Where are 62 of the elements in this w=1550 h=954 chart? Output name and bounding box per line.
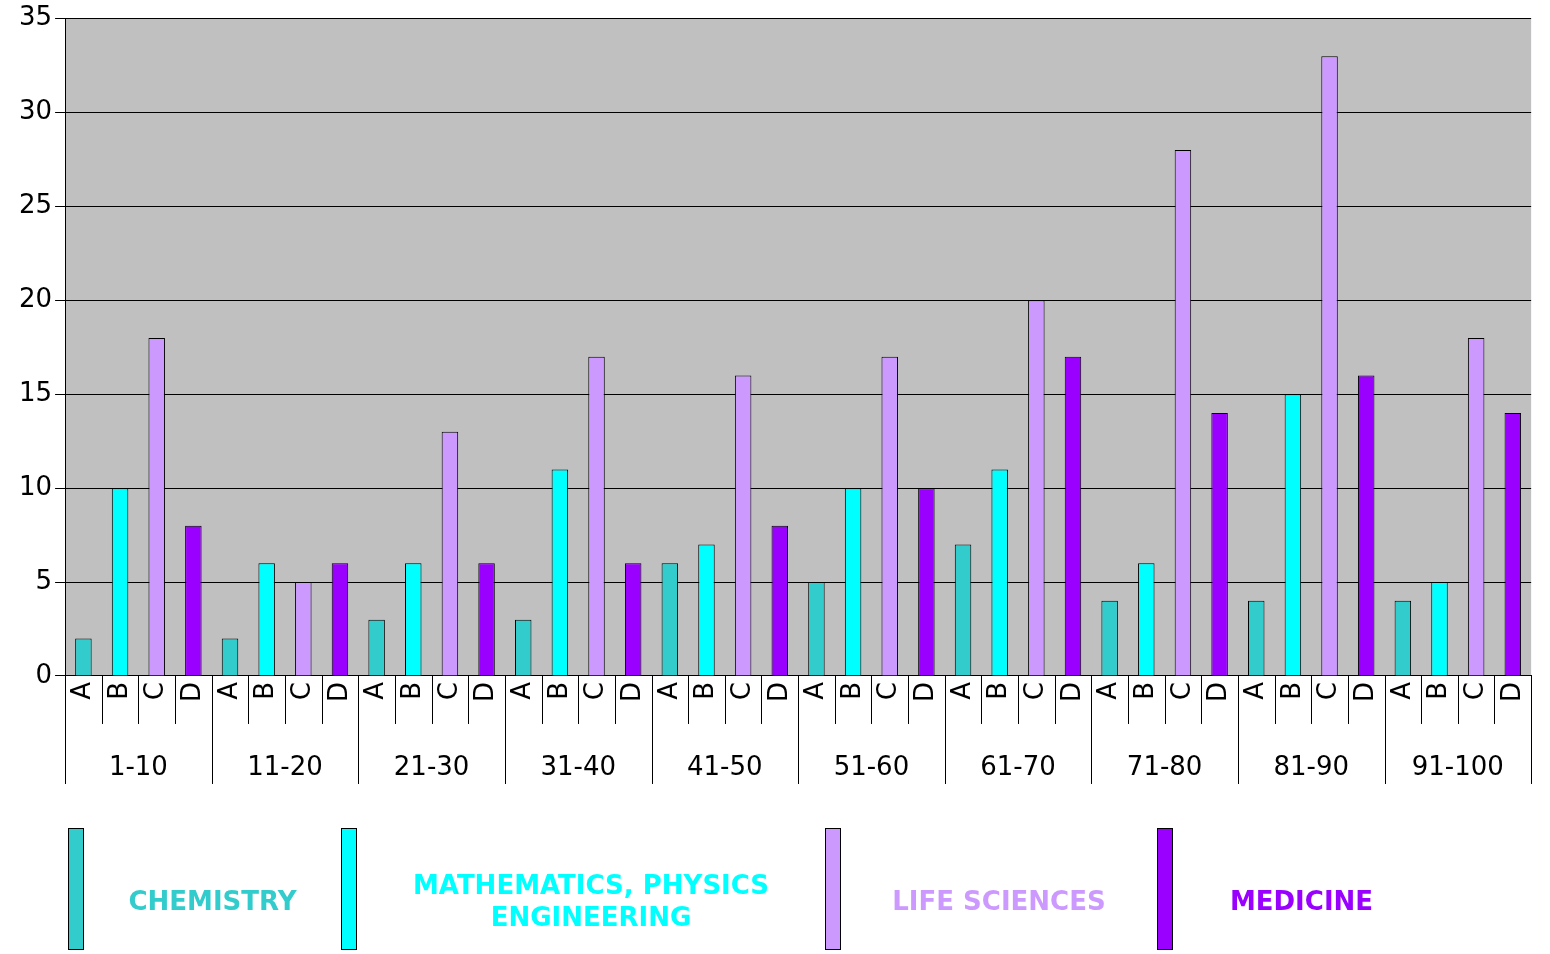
text: 31-40 — [540, 750, 616, 781]
x-tick-label: C — [1458, 681, 1489, 701]
y-tick-label: 0 — [35, 658, 53, 689]
x-tick-label: A — [66, 681, 97, 700]
x-tick-label: A — [1092, 681, 1123, 700]
x-tick-label: A — [799, 681, 830, 700]
x-tick-label: C — [1165, 681, 1196, 701]
text: CHEMISTRY — [127, 885, 298, 917]
x-tick-label: D — [469, 681, 500, 703]
x-tick-label: B — [1129, 681, 1160, 700]
text: 61-70 — [980, 750, 1056, 781]
text: 51-60 — [833, 750, 910, 781]
x-tick-label: B — [102, 681, 133, 700]
x-tick-label: A — [652, 681, 683, 700]
x-tick-label: D — [762, 681, 793, 703]
x-tick-label: A — [505, 681, 536, 700]
x-tick-label: C — [872, 681, 903, 701]
x-tick-label: A — [945, 681, 976, 700]
x-tick-label: B — [689, 681, 720, 700]
y-tick-label: 35 — [18, 1, 53, 32]
x-tick-label: C — [139, 681, 170, 701]
x-tick-label: B — [249, 681, 280, 700]
text: 1-10 — [108, 750, 168, 781]
x-tick-label: A — [212, 681, 243, 700]
x-tick-label: B — [1275, 681, 1306, 700]
x-tick-label: D — [1348, 681, 1379, 703]
x-tick-label: C — [725, 681, 756, 701]
x-tick-label: D — [909, 681, 940, 703]
x-tick-label: D — [1202, 681, 1233, 703]
x-tick-label: B — [542, 681, 573, 700]
y-tick-label: 30 — [18, 95, 53, 126]
x-tick-label: B — [396, 681, 427, 700]
y-tick-label: 25 — [18, 189, 53, 220]
text: 21-30 — [393, 750, 470, 781]
x-tick-label: D — [1055, 681, 1086, 703]
text: MEDICINE — [1228, 885, 1375, 917]
text: LIFE SCIENCES — [891, 885, 1107, 917]
x-tick-label: B — [982, 681, 1013, 700]
x-tick-label: C — [1019, 681, 1050, 701]
x-tick-label: D — [615, 681, 646, 703]
text: 81-90 — [1273, 750, 1349, 781]
x-tick-label: B — [1422, 681, 1453, 700]
text: MATHEMATICS, PHYSICS ENGINEERING — [411, 869, 771, 933]
y-tick-label: 15 — [18, 377, 53, 407]
x-tick-label: D — [322, 681, 353, 703]
x-tick-label: A — [359, 681, 390, 700]
y-tick-label: 5 — [35, 564, 53, 595]
text: 41-50 — [687, 750, 763, 781]
x-tick-label: D — [176, 681, 207, 703]
x-tick-label: B — [835, 681, 866, 700]
x-tick-label: D — [1495, 681, 1526, 703]
text: 11-20 — [247, 750, 323, 781]
text: 91-100 — [1411, 750, 1504, 781]
x-tick-label: C — [432, 681, 463, 701]
x-tick-label: C — [579, 681, 610, 701]
y-tick-label: 20 — [18, 283, 53, 314]
x-tick-label: C — [286, 681, 317, 701]
text: 71-80 — [1126, 750, 1203, 781]
y-tick-label: 10 — [18, 470, 53, 501]
x-tick-label: C — [1312, 681, 1343, 701]
x-tick-label: A — [1385, 681, 1416, 700]
x-tick-label: A — [1238, 681, 1269, 700]
